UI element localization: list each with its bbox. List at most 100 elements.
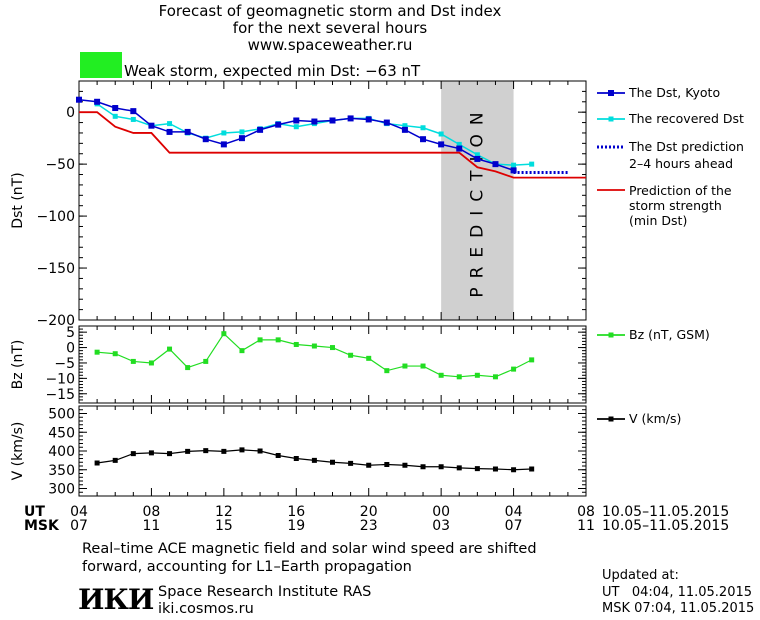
legend-prediction-label-2: 2–4 hours ahead bbox=[629, 156, 733, 171]
recovered-dst-point bbox=[221, 130, 227, 136]
prediction-band bbox=[441, 81, 514, 320]
v-point bbox=[293, 456, 299, 461]
kyoto-dst-point bbox=[166, 128, 173, 135]
chart-title: Forecast of geomagnetic storm and Dst in… bbox=[158, 2, 502, 20]
y-tick-label: −200 bbox=[37, 313, 75, 329]
institute-site[interactable]: iki.cosmos.ru bbox=[158, 601, 254, 617]
recovered-dst-point bbox=[167, 121, 173, 127]
updated-label: Updated at: bbox=[602, 568, 679, 583]
footer-note-1: Real–time ACE magnetic field and solar w… bbox=[82, 541, 537, 557]
legend-v-label: V (km/s) bbox=[629, 411, 681, 426]
bz-point bbox=[366, 355, 372, 361]
legend-recovered-swatch-marker bbox=[608, 116, 614, 122]
v-point bbox=[330, 459, 335, 465]
kyoto-dst-point bbox=[365, 116, 372, 123]
kyoto-dst-point bbox=[257, 126, 264, 133]
bz-point bbox=[94, 349, 100, 355]
bz-point bbox=[420, 363, 426, 369]
recovered-dst-point bbox=[474, 152, 480, 158]
v-point bbox=[366, 462, 372, 468]
v-point bbox=[185, 448, 191, 454]
v-point bbox=[130, 451, 136, 457]
bz-point bbox=[293, 341, 299, 347]
legend-min-dst-label-3: (min Dst) bbox=[629, 213, 687, 228]
bz-point bbox=[529, 357, 535, 363]
bz-point bbox=[456, 374, 462, 380]
v-point bbox=[167, 451, 173, 457]
bz-point bbox=[348, 352, 354, 358]
storm-level-label: Weak storm, expected min Dst: −63 nT bbox=[124, 62, 421, 80]
panel-frame-3 bbox=[78, 405, 587, 497]
y-tick-label: 0 bbox=[66, 341, 75, 357]
bz-point bbox=[185, 365, 191, 371]
v-point bbox=[311, 457, 317, 463]
msk-tick-label: 03 bbox=[432, 518, 450, 534]
legend-min-dst-label-2: storm strength bbox=[629, 198, 722, 213]
kyoto-dst-point bbox=[492, 161, 499, 168]
y-axis-label: V (km/s) bbox=[10, 422, 26, 481]
iki-logo: ИКИ bbox=[78, 583, 154, 616]
v-point bbox=[203, 448, 209, 454]
recovered-dst-point bbox=[402, 123, 408, 129]
bz-point bbox=[130, 358, 136, 364]
msk-tick-label: 11 bbox=[577, 518, 595, 534]
v-point bbox=[511, 467, 517, 473]
kyoto-dst-point bbox=[112, 105, 119, 112]
kyoto-dst-point bbox=[438, 141, 445, 148]
y-axis-label: Bz (nT) bbox=[10, 340, 26, 390]
bz-point bbox=[511, 366, 517, 372]
updated-ut: UT 04:04, 11.05.2015 bbox=[602, 585, 753, 600]
v-point bbox=[148, 450, 154, 456]
y-tick-label: 500 bbox=[48, 407, 75, 423]
v-point bbox=[492, 466, 498, 472]
kyoto-dst-point bbox=[474, 155, 481, 162]
recovered-dst-point bbox=[112, 113, 118, 119]
kyoto-dst-point bbox=[238, 135, 245, 142]
y-tick-label: 350 bbox=[48, 463, 75, 479]
ut-tick-label: 20 bbox=[360, 504, 378, 520]
msk-date-range: 10.05–11.05.2015 bbox=[602, 518, 730, 534]
footer-note-2: forward, accounting for L1–Earth propaga… bbox=[82, 559, 412, 575]
legend-min-dst-label: Prediction of the bbox=[629, 183, 732, 198]
series-bz-line bbox=[97, 332, 532, 378]
ut-tick-label: 08 bbox=[577, 504, 595, 520]
bz-point bbox=[239, 348, 245, 354]
y-tick-label: 0 bbox=[66, 105, 75, 121]
series-min-dst-line bbox=[79, 111, 586, 179]
ut-tick-label: 00 bbox=[432, 504, 450, 520]
kyoto-dst-point bbox=[329, 117, 336, 124]
kyoto-dst-point bbox=[420, 136, 427, 143]
v-point bbox=[402, 462, 408, 468]
msk-tick-label: 15 bbox=[215, 518, 233, 534]
bz-point bbox=[257, 337, 263, 343]
bz-point bbox=[148, 360, 154, 366]
v-point bbox=[112, 457, 118, 463]
bz-point bbox=[438, 372, 444, 378]
y-axis-label: Dst (nT) bbox=[10, 172, 26, 228]
y-tick-label: −150 bbox=[37, 261, 75, 277]
ut-tick-label: 16 bbox=[287, 504, 305, 520]
prediction-band-label: PREDICTION bbox=[467, 103, 487, 297]
v-point bbox=[438, 464, 444, 470]
kyoto-dst-point bbox=[220, 141, 227, 148]
bz-point bbox=[167, 346, 173, 352]
v-point bbox=[94, 460, 100, 466]
kyoto-dst-point bbox=[275, 121, 282, 128]
ut-axis-label: UT bbox=[24, 504, 45, 520]
recovered-dst-point bbox=[438, 131, 444, 137]
v-point bbox=[348, 460, 354, 466]
kyoto-dst-point bbox=[293, 117, 300, 124]
bz-point bbox=[275, 337, 281, 343]
v-point bbox=[420, 464, 426, 470]
bz-point bbox=[474, 372, 480, 378]
source-url[interactable]: www.spaceweather.ru bbox=[247, 36, 413, 54]
bz-point bbox=[402, 363, 408, 369]
bz-point bbox=[384, 368, 390, 374]
v-point bbox=[257, 448, 263, 454]
kyoto-dst-point bbox=[148, 122, 155, 129]
bz-point bbox=[330, 345, 335, 351]
y-tick-label: 400 bbox=[48, 444, 75, 460]
y-tick-label: −5 bbox=[54, 356, 75, 372]
kyoto-dst-point bbox=[94, 98, 101, 105]
